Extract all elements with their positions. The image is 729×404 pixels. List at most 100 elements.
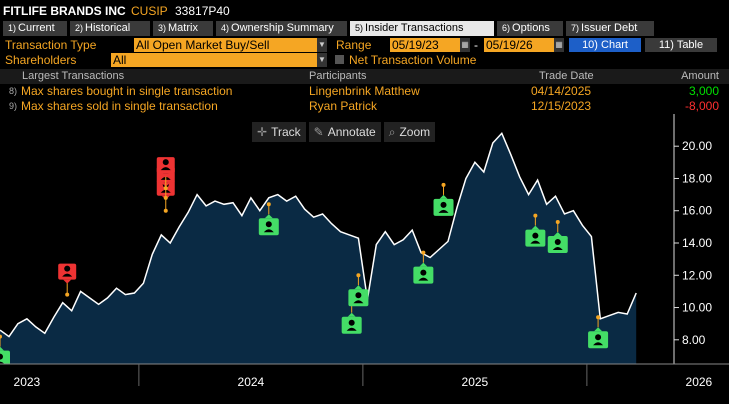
tab-matrix[interactable]: 3) Matrix — [153, 21, 213, 36]
x-tick-label: 2024 — [238, 375, 265, 389]
range-end-field[interactable]: 05/19/26 ▦ — [484, 38, 564, 52]
y-tick-label: 16.00 — [682, 204, 712, 218]
person-icon-head — [532, 232, 539, 239]
transaction-description: Max shares sold in single transaction — [21, 99, 218, 113]
x-tick-label: 2023 — [14, 375, 41, 389]
buy-marker — [525, 213, 546, 247]
person-icon-head — [595, 334, 602, 341]
sell-marker-arrow — [63, 279, 72, 284]
tab-options[interactable]: 6) Options — [497, 21, 563, 36]
buy-marker-dot — [266, 202, 271, 207]
person-icon-head — [554, 239, 561, 246]
y-tick-label: 20.00 — [682, 139, 712, 153]
table-row[interactable]: 9) Max shares sold in single transaction… — [0, 99, 729, 115]
row-number: 9) — [9, 101, 18, 111]
crosshair-icon: ✛ — [257, 125, 268, 139]
person-icon-head — [162, 159, 169, 166]
track-label: Track — [271, 125, 301, 139]
buy-marker-arrow — [0, 346, 4, 351]
chart-view-button[interactable]: 10) Chart — [569, 38, 641, 52]
tab-issuer-debt[interactable]: 7) Issuer Debt — [566, 21, 654, 36]
range-label: Range — [336, 38, 372, 52]
transaction-description: Max shares bought in single transaction — [21, 84, 233, 98]
transaction-type-select[interactable]: All Open Market Buy/Sell ▼ — [134, 38, 327, 52]
annotate-button[interactable]: ✎ Annotate — [308, 122, 381, 142]
buy-marker — [258, 202, 279, 236]
buy-marker-dot — [533, 213, 538, 218]
cusip-value: 33817P40 — [175, 4, 230, 18]
person-icon-head — [348, 319, 355, 326]
company-name: FITLIFE BRANDS INC — [3, 4, 126, 18]
buy-marker-arrow — [439, 194, 448, 199]
person-icon-body — [62, 273, 73, 277]
person-icon-body — [418, 277, 429, 281]
person-icon-body — [593, 342, 604, 346]
shareholders-select[interactable]: All ▼ — [111, 53, 327, 67]
buy-marker — [547, 220, 568, 254]
person-icon-body — [346, 327, 357, 331]
range-start-field[interactable]: 05/19/23 ▦ — [390, 38, 470, 52]
col-trade-date: Trade Date — [539, 70, 594, 82]
sell-marker-dot — [163, 208, 168, 213]
person-icon-body — [552, 247, 563, 251]
buy-marker-dot — [555, 220, 560, 225]
zoom-button[interactable]: ⌕ Zoom — [383, 122, 436, 142]
col-amount: Amount — [681, 70, 719, 82]
x-tick-label: 2025 — [462, 375, 489, 389]
zoom-label: Zoom — [399, 125, 431, 139]
price-chart[interactable]: 8.00 10.00 12.00 14.00 16.00 18.00 20.00 2023 20… — [0, 114, 729, 401]
pencil-icon: ✎ — [313, 125, 324, 139]
buy-marker-arrow — [347, 312, 356, 317]
participant-name: Ryan Patrick — [309, 99, 378, 113]
net-volume-label: Net Transaction Volume — [349, 53, 477, 67]
person-icon-head — [440, 201, 447, 208]
buy-marker-arrow — [594, 327, 603, 332]
col-participants: Participants — [309, 70, 367, 82]
tab-current[interactable]: 1) Current — [3, 21, 67, 36]
cusip-label: CUSIP — [131, 4, 168, 18]
buy-marker-arrow — [354, 285, 363, 290]
tab-insider-transactions[interactable]: 5) Insider Transactions — [350, 21, 494, 36]
calendar-icon: ▦ — [460, 38, 470, 52]
magnifier-icon: ⌕ — [388, 125, 396, 139]
sell-marker-arrow — [161, 173, 170, 178]
chevron-down-icon: ▼ — [317, 38, 327, 52]
x-tick-label: 2026 — [686, 375, 713, 389]
person-icon-body — [160, 167, 171, 171]
y-tick-label: 10.00 — [682, 301, 712, 315]
tab-ownership-summary[interactable]: 4) Ownership Summary — [216, 21, 347, 36]
chevron-down-icon: ▼ — [317, 53, 327, 67]
buy-marker — [413, 250, 434, 284]
buy-marker-dot — [0, 334, 2, 339]
person-icon-head — [265, 221, 272, 228]
buy-marker-dot — [441, 182, 446, 187]
sell-marker-dot — [163, 195, 168, 200]
annotate-label: Annotate — [327, 125, 376, 139]
person-icon-head — [0, 353, 3, 360]
price-line — [0, 131, 637, 338]
sell-marker — [58, 263, 77, 297]
net-volume-checkbox[interactable] — [335, 55, 344, 64]
transaction-type-value: All Open Market Buy/Sell — [136, 38, 270, 52]
person-icon-head — [355, 292, 362, 299]
person-icon-body — [438, 209, 449, 213]
table-row[interactable]: 8) Max shares bought in single transacti… — [0, 84, 729, 100]
buy-marker-dot — [421, 250, 426, 255]
calendar-icon: ▦ — [554, 38, 564, 52]
person-icon-body — [530, 240, 541, 244]
person-icon-body — [353, 300, 364, 304]
sell-marker-dot — [163, 186, 168, 191]
y-tick-label: 18.00 — [682, 171, 712, 185]
buy-marker — [433, 182, 454, 216]
track-button[interactable]: ✛ Track — [252, 122, 306, 142]
y-tick-label: 14.00 — [682, 236, 712, 250]
person-icon-head — [64, 265, 71, 272]
price-area — [0, 133, 637, 364]
col-largest-transactions: Largest Transactions — [22, 70, 125, 82]
table-view-button[interactable]: 11) Table — [645, 38, 717, 52]
tab-historical[interactable]: 2) Historical — [70, 21, 150, 36]
buy-marker-arrow — [264, 214, 273, 219]
y-tick-label: 12.00 — [682, 268, 712, 282]
person-icon-head — [420, 269, 427, 276]
transaction-type-label: Transaction Type — [5, 38, 97, 52]
